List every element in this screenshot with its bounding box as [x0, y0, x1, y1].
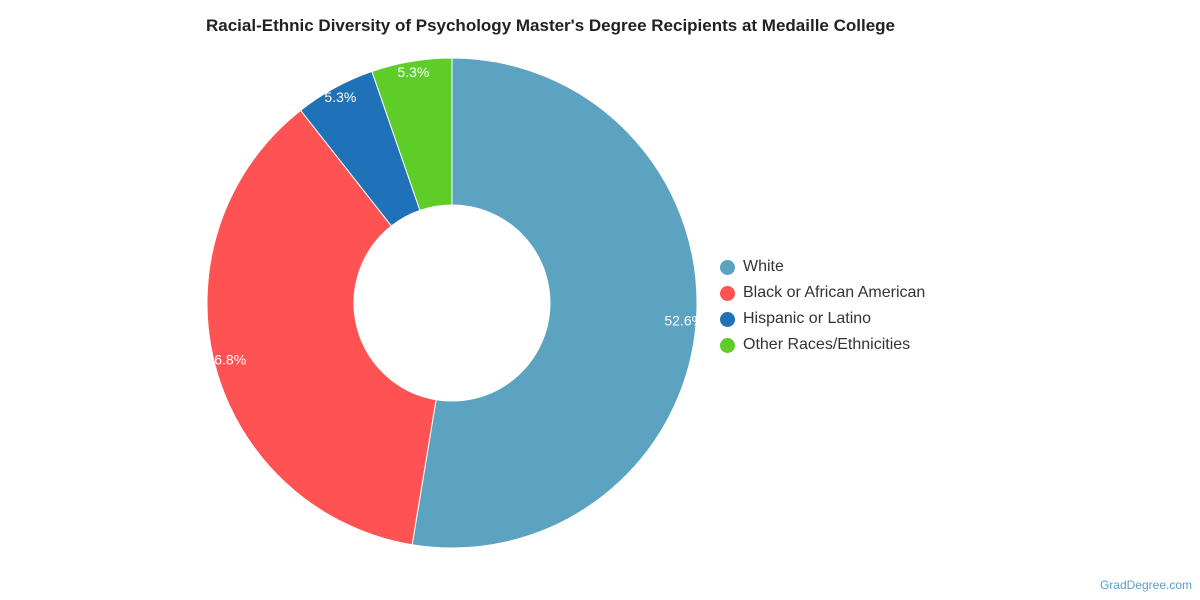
slice-label-white: 52.6% [664, 313, 704, 329]
legend-item-white[interactable]: White [720, 254, 925, 280]
donut-slices [206, 57, 698, 549]
legend-item-other-races-ethnicities[interactable]: Other Races/Ethnicities [720, 332, 925, 358]
slice-label-black-or-african-american: 36.8% [206, 352, 246, 368]
legend-swatch-icon [720, 285, 735, 301]
legend-swatch-icon [720, 337, 735, 353]
legend-label: Hispanic or Latino [743, 310, 872, 327]
legend-item-black-or-african-american[interactable]: Black or African American [720, 280, 925, 306]
slice-white[interactable] [411, 57, 698, 549]
slice-label-hispanic-or-latino: 5.3% [324, 89, 356, 105]
legend-swatch-icon [720, 259, 735, 275]
chart-title: Racial-Ethnic Diversity of Psychology Ma… [206, 16, 895, 35]
donut-slice-labels: 52.6% 36.8% 5.3% 5.3% [206, 64, 704, 368]
slice-other-races-ethnicities[interactable] [371, 57, 453, 212]
slice-black-or-african-american[interactable] [206, 109, 437, 546]
legend-label: Black or African American [743, 284, 926, 301]
legend-swatch-icon [720, 311, 735, 327]
legend: White Black or African American Hispanic o… [720, 254, 925, 358]
legend-label: White [743, 258, 784, 275]
watermark: GradDegree.com [1099, 578, 1192, 592]
legend-item-hispanic-or-latino[interactable]: Hispanic or Latino [720, 306, 925, 332]
slice-label-other-races-ethnicities: 5.3% [397, 64, 429, 80]
legend-label: Other Races/Ethnicities [743, 336, 911, 353]
